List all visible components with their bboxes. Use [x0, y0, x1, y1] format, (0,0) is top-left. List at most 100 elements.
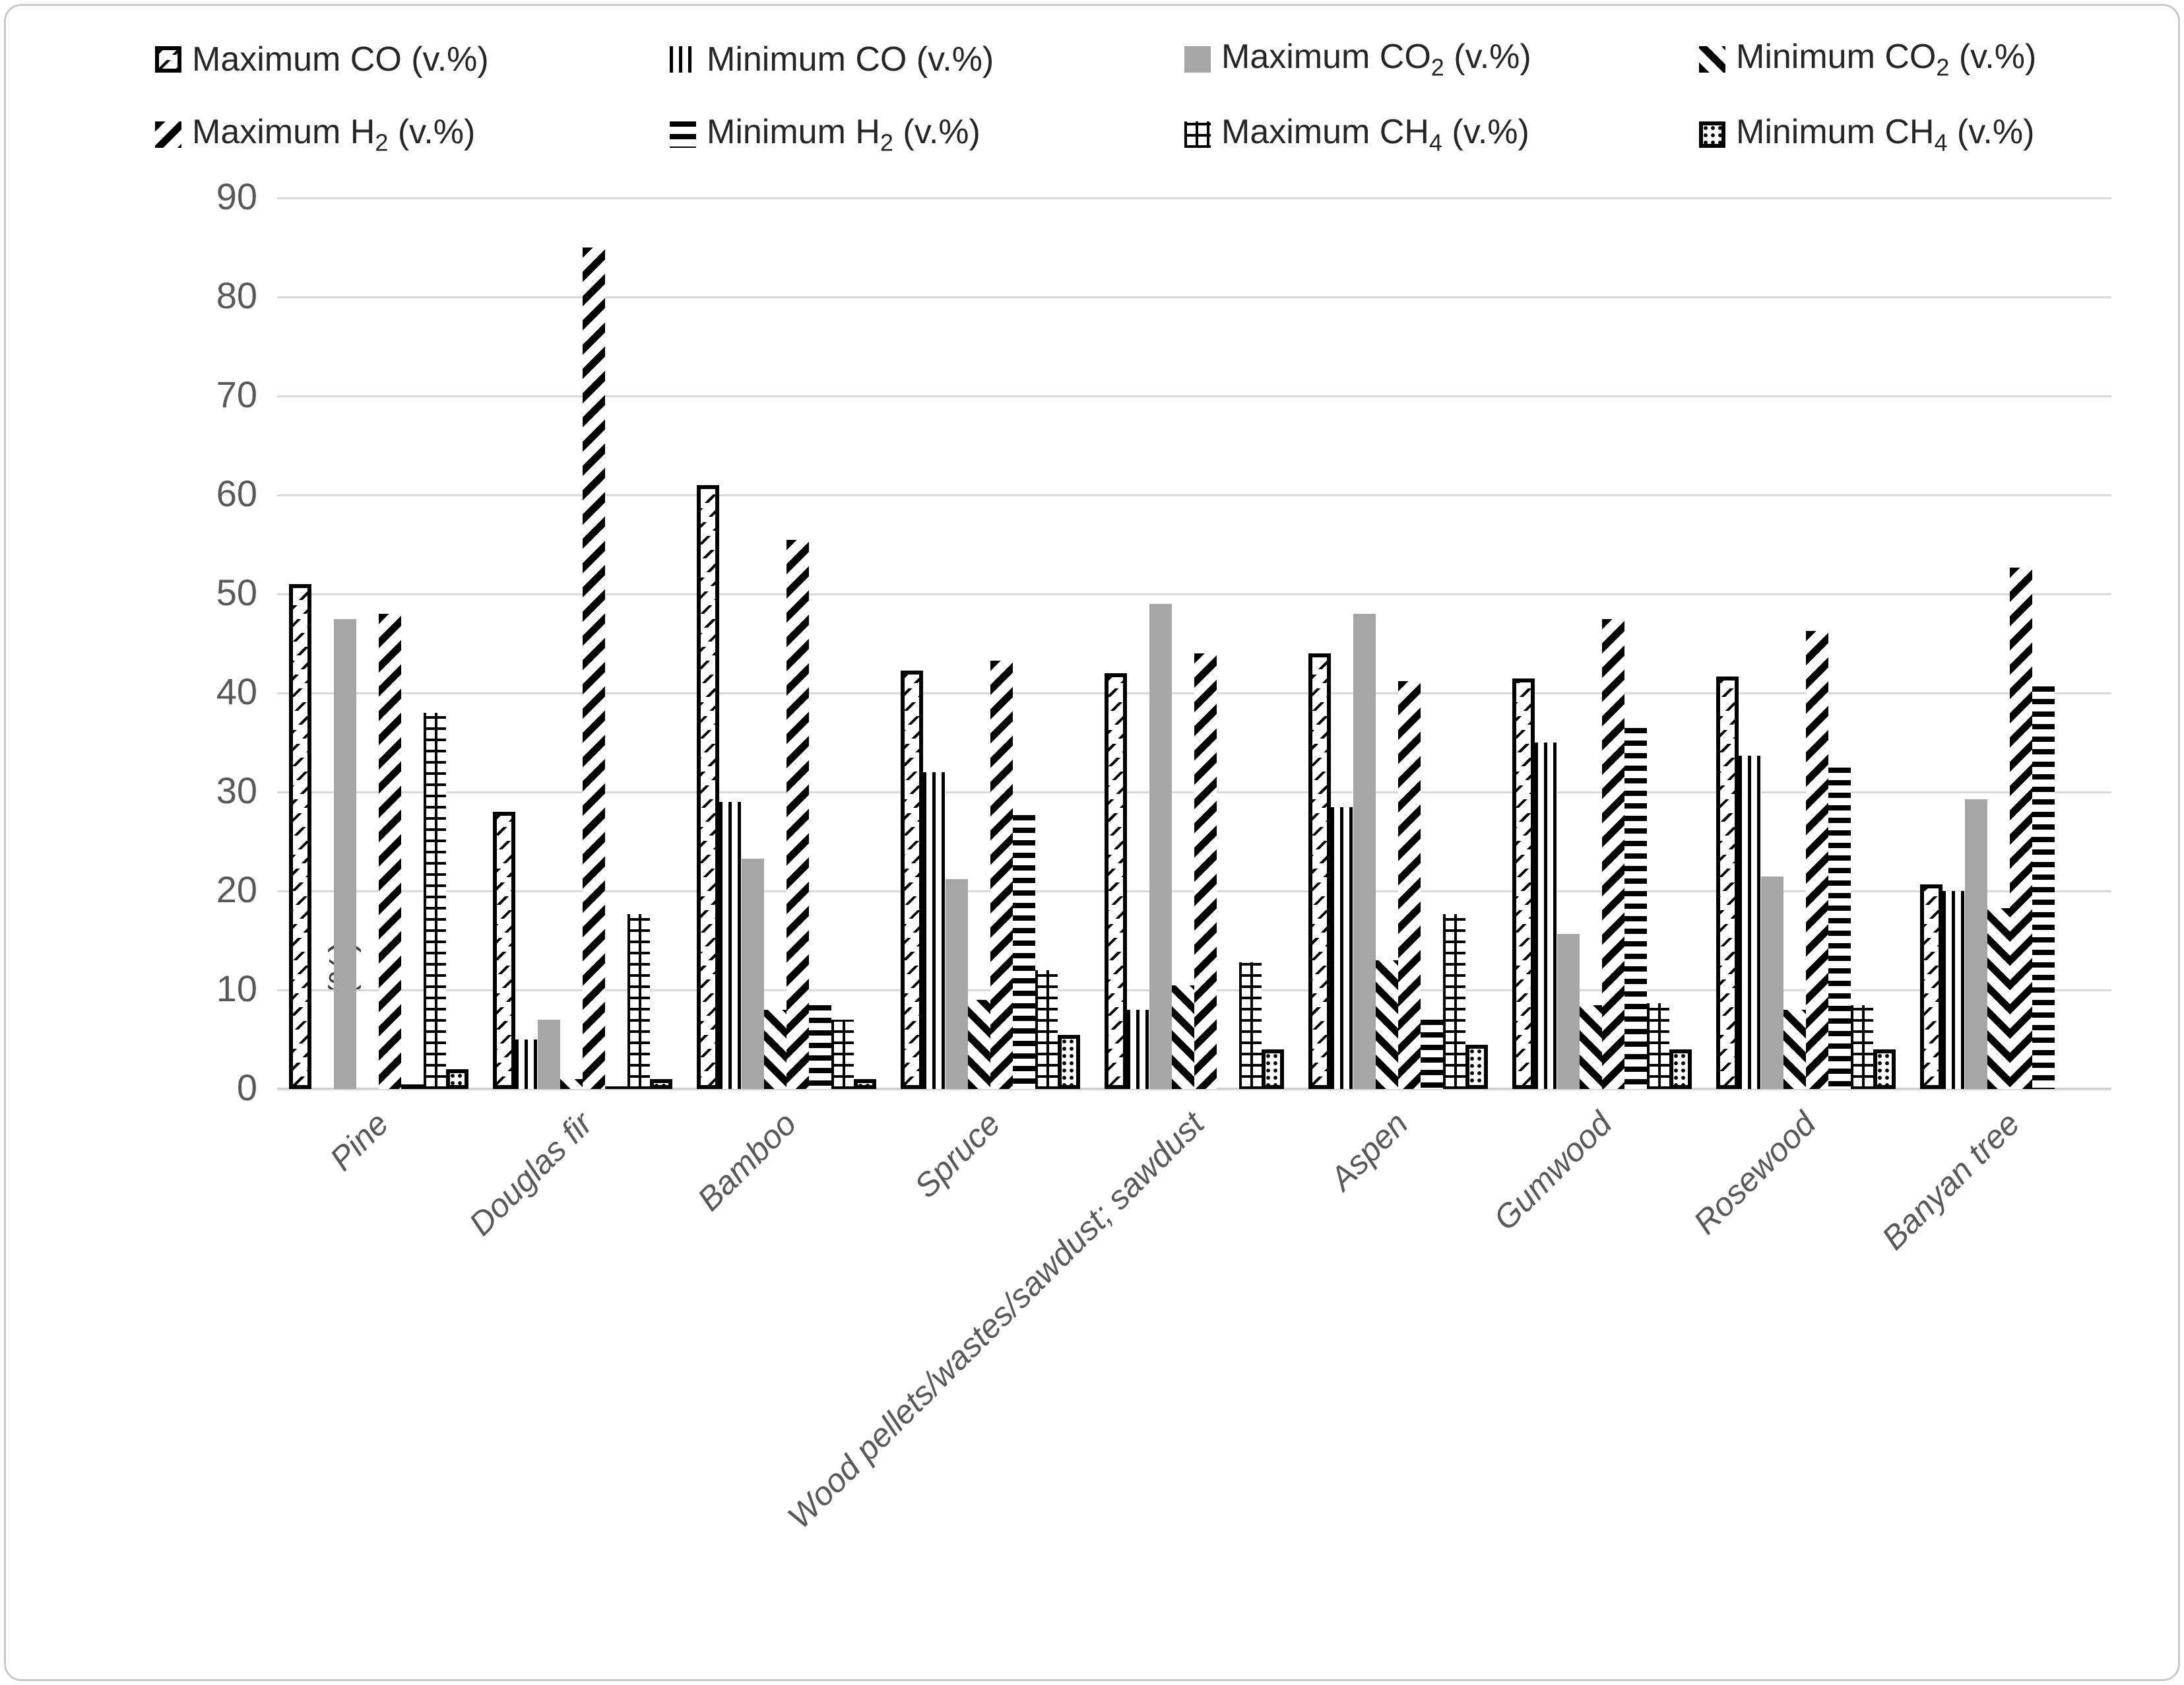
bar-max-h2-4: [990, 660, 1013, 1089]
bar-min-co-3: [719, 802, 742, 1089]
bar-min-co2-7: [1579, 1005, 1602, 1089]
bar-min-h2-3: [809, 1005, 832, 1089]
y-tick-label-60: 60: [216, 473, 257, 514]
bar-min-h2-6: [1420, 1020, 1443, 1089]
legend-label-min-co2: Minimum CO2 (v.%): [1736, 38, 2037, 81]
gridline-60: [277, 494, 2111, 496]
legend-swatch-min-co-icon: [670, 46, 696, 73]
bar-max-co2-8: [1760, 876, 1783, 1089]
bar-min-co2-4: [968, 1000, 991, 1089]
legend-item-max-ch4: Maximum CH4 (v.%): [1184, 113, 1529, 156]
bar-max-co-1: [289, 584, 312, 1089]
gridline-50: [277, 593, 2111, 595]
bar-min-h2-8: [1828, 767, 1851, 1089]
bar-min-ch4-7: [1669, 1049, 1692, 1089]
bar-max-ch4-1: [424, 713, 447, 1089]
bar-min-co2-9: [1987, 908, 2010, 1089]
bar-min-co-6: [1330, 807, 1353, 1089]
bar-max-h2-8: [1805, 630, 1828, 1089]
legend-label-max-h2: Maximum H2 (v.%): [192, 113, 476, 156]
bar-max-h2-6: [1397, 681, 1421, 1089]
bar-max-co2-1: [334, 618, 357, 1089]
y-tick-label-90: 90: [216, 176, 257, 217]
legend-label-max-ch4: Maximum CH4 (v.%): [1221, 113, 1529, 156]
bar-min-ch4-4: [1058, 1034, 1081, 1089]
legend-item-min-ch4: Minimum CH4 (v.%): [1699, 113, 2034, 156]
legend-label-min-h2: Minimum H2 (v.%): [707, 113, 980, 156]
legend-label-min-co: Minimum CO (v.%): [707, 40, 994, 79]
bar-max-ch4-6: [1442, 913, 1465, 1089]
legend-swatch-max-co2-icon: [1184, 46, 1211, 73]
bar-max-h2-7: [1601, 618, 1624, 1089]
legend-swatch-max-ch4-icon: [1184, 121, 1211, 148]
y-tick-label-10: 10: [216, 968, 257, 1009]
bar-min-co-5: [1127, 1010, 1149, 1089]
bar-min-h2-4: [1013, 814, 1036, 1089]
bar-min-ch4-2: [650, 1079, 673, 1089]
legend-item-min-co2: Minimum CO2 (v.%): [1699, 38, 2036, 81]
bar-max-co2-2: [538, 1020, 561, 1089]
bar-min-co-7: [1534, 743, 1557, 1089]
bar-min-ch4-8: [1873, 1049, 1896, 1089]
bar-max-co2-6: [1353, 614, 1376, 1089]
legend-item-max-co2: Maximum CO2 (v.%): [1184, 38, 1531, 81]
bar-min-ch4-1: [446, 1069, 469, 1089]
legend-label-min-ch4: Minimum CH4 (v.%): [1736, 113, 2035, 156]
legend-label-max-co2: Maximum CO2 (v.%): [1221, 38, 1531, 81]
bar-max-h2-9: [2009, 567, 2032, 1089]
bar-max-h2-2: [583, 248, 606, 1089]
bar-min-h2-7: [1624, 727, 1647, 1089]
bar-min-co-9: [1942, 891, 1965, 1089]
legend-item-max-h2: Maximum H2 (v.%): [155, 113, 475, 156]
bar-min-co-2: [515, 1040, 538, 1089]
bar-max-co2-5: [1149, 604, 1172, 1089]
y-tick-label-80: 80: [216, 275, 257, 316]
bar-max-co-7: [1512, 678, 1535, 1089]
bar-min-h2-1: [401, 1084, 424, 1089]
bar-min-h2-9: [2032, 686, 2055, 1089]
legend-swatch-min-co2-icon: [1699, 46, 1725, 73]
bar-max-co2-9: [1964, 799, 1987, 1089]
bar-max-co2-4: [946, 879, 969, 1089]
legend-swatch-min-h2-icon: [670, 121, 696, 148]
bar-max-ch4-8: [1850, 1005, 1873, 1089]
legend-item-min-h2: Minimum H2 (v.%): [670, 113, 980, 156]
y-tick-label-30: 30: [216, 770, 257, 811]
bar-max-co-8: [1716, 676, 1739, 1089]
y-tick-label-0: 0: [236, 1067, 257, 1108]
bar-max-co-2: [493, 812, 516, 1089]
bar-min-co-4: [923, 772, 946, 1089]
bar-min-ch4-5: [1262, 1049, 1284, 1089]
gridline-80: [277, 296, 2111, 298]
bar-max-co-4: [901, 670, 924, 1089]
gridline-0: [277, 1088, 2111, 1090]
bar-min-co2-3: [764, 1010, 787, 1089]
bar-max-ch4-2: [627, 913, 651, 1089]
bar-max-h2-3: [787, 539, 810, 1089]
bar-max-co-9: [1919, 884, 1943, 1089]
legend-swatch-max-co-icon: [155, 46, 181, 73]
bar-max-co-5: [1105, 673, 1127, 1089]
bar-min-co-8: [1738, 755, 1761, 1089]
legend-item-min-co: Minimum CO (v.%): [670, 40, 994, 79]
gridline-70: [277, 395, 2111, 397]
bar-max-co2-3: [742, 858, 765, 1089]
bar-max-co-6: [1308, 653, 1331, 1089]
bar-max-ch4-7: [1646, 1003, 1669, 1089]
bar-min-ch4-3: [854, 1079, 877, 1089]
legend-swatch-max-h2-icon: [155, 121, 181, 148]
bar-max-h2-5: [1194, 653, 1217, 1089]
bar-min-co2-2: [560, 1079, 583, 1089]
legend-swatch-min-ch4-icon: [1699, 121, 1725, 148]
legend-item-max-co: Maximum CO (v.%): [155, 40, 489, 79]
bar-max-ch4-5: [1239, 962, 1262, 1089]
bar-min-co2-5: [1172, 985, 1194, 1089]
y-tick-label-20: 20: [216, 869, 257, 910]
y-tick-label-50: 50: [216, 572, 257, 613]
plot-area: v. (%): [277, 197, 2111, 1090]
bar-max-co-3: [697, 485, 720, 1089]
bar-min-h2-2: [605, 1086, 628, 1089]
bar-min-ch4-6: [1465, 1044, 1488, 1089]
bar-max-h2-1: [379, 614, 402, 1089]
